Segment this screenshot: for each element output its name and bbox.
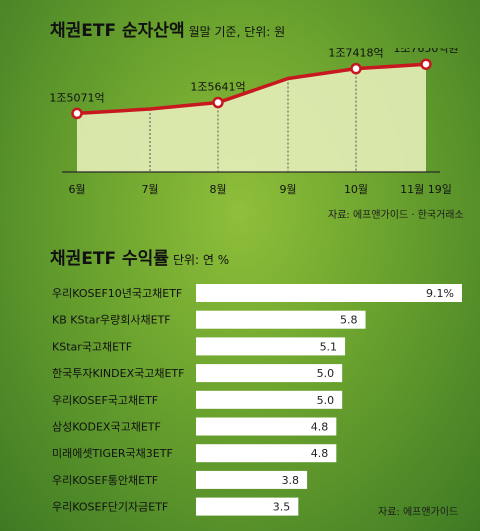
line-chart-point <box>71 107 83 120</box>
line-chart-tick-label: 6월 <box>68 183 85 196</box>
bar-value-label: 4.8 <box>311 421 329 434</box>
bar <box>196 470 308 489</box>
bar-category-label: 한국투자KINDEX국고채ETF <box>52 367 184 380</box>
bar-value-label: 3.5 <box>273 501 291 514</box>
line-chart-tick-label: 8월 <box>209 183 226 196</box>
line-chart-tick-label: 9월 <box>279 183 296 196</box>
bar-category-label: 우리KOSEF단기자금ETF <box>52 501 168 514</box>
bar-category-label: 우리KOSEF통안채ETF <box>52 474 158 487</box>
line-chart-series <box>76 62 427 116</box>
bar <box>196 364 343 383</box>
bar-chart-source: 자료: 에프앤가이드 <box>378 507 459 518</box>
bar <box>196 497 299 516</box>
bar-category-label: 우리KOSEF국고채ETF <box>52 394 158 407</box>
line-chart-tick-label: 7월 <box>141 183 158 196</box>
bar-value-label: 9.1% <box>426 287 454 300</box>
bar-value-label: 3.8 <box>282 474 300 487</box>
bar-value-label: 5.0 <box>317 394 335 407</box>
line-chart-area <box>77 64 426 172</box>
bar-value-label: 5.8 <box>340 314 358 327</box>
bar <box>196 390 343 409</box>
bar <box>196 284 462 302</box>
line-chart-data-label: 1조5071억 <box>49 91 104 104</box>
line-chart-data-label: 1조5641억 <box>190 81 245 94</box>
line-chart-tick-label: 10월 <box>344 183 368 196</box>
bar-category-label: 우리KOSEF10년국고채ETF <box>52 287 182 300</box>
bar-value-label: 5.0 <box>317 367 335 380</box>
bar-chart-subtitle: 단위: 연 % <box>172 253 230 267</box>
bar <box>196 310 366 329</box>
bar <box>196 417 337 436</box>
bar-chart: 우리KOSEF10년국고채ETF 9.1% KB KStar우량회사채ETF 5.8 K… <box>52 284 462 516</box>
bar-category-label: KStar국고채ETF <box>52 340 132 353</box>
line-chart-tick-label: 11월 19일 <box>400 182 452 196</box>
bar-value-label: 4.8 <box>311 447 329 460</box>
bar-chart-title: 채권ETF 수익률 단위: 연 % <box>50 249 230 269</box>
line-chart-point <box>212 96 224 109</box>
bar-category-label: 삼성KODEX국고채ETF <box>52 421 161 434</box>
bar-category-label: KB KStar우량회사채ETF <box>52 314 171 327</box>
bar-value-label: 5.1 <box>320 340 338 353</box>
line-chart-point <box>420 58 432 70</box>
line-chart-source: 자료: 에프앤가이드 · 한국거래소 <box>328 210 464 221</box>
bar <box>196 444 337 463</box>
line-chart-data-label: 1조7418억 <box>328 48 383 60</box>
line-chart-data-label: 1조7650억원 <box>393 48 458 55</box>
line-chart-point <box>350 62 362 75</box>
bar-category-label: 미래에셋TIGER국채3ETF <box>52 447 173 460</box>
line-chart: 1조5071억 1조5641억 1조7418억 1조7650억원 6월 7월 8월 9월 10월… <box>49 48 458 196</box>
line-chart-subtitle: 월말 기준, 단위: 원 <box>188 25 286 39</box>
line-chart-title: 채권ETF 순자산액 월말 기준, 단위: 원 <box>50 21 286 41</box>
bar <box>196 337 346 356</box>
